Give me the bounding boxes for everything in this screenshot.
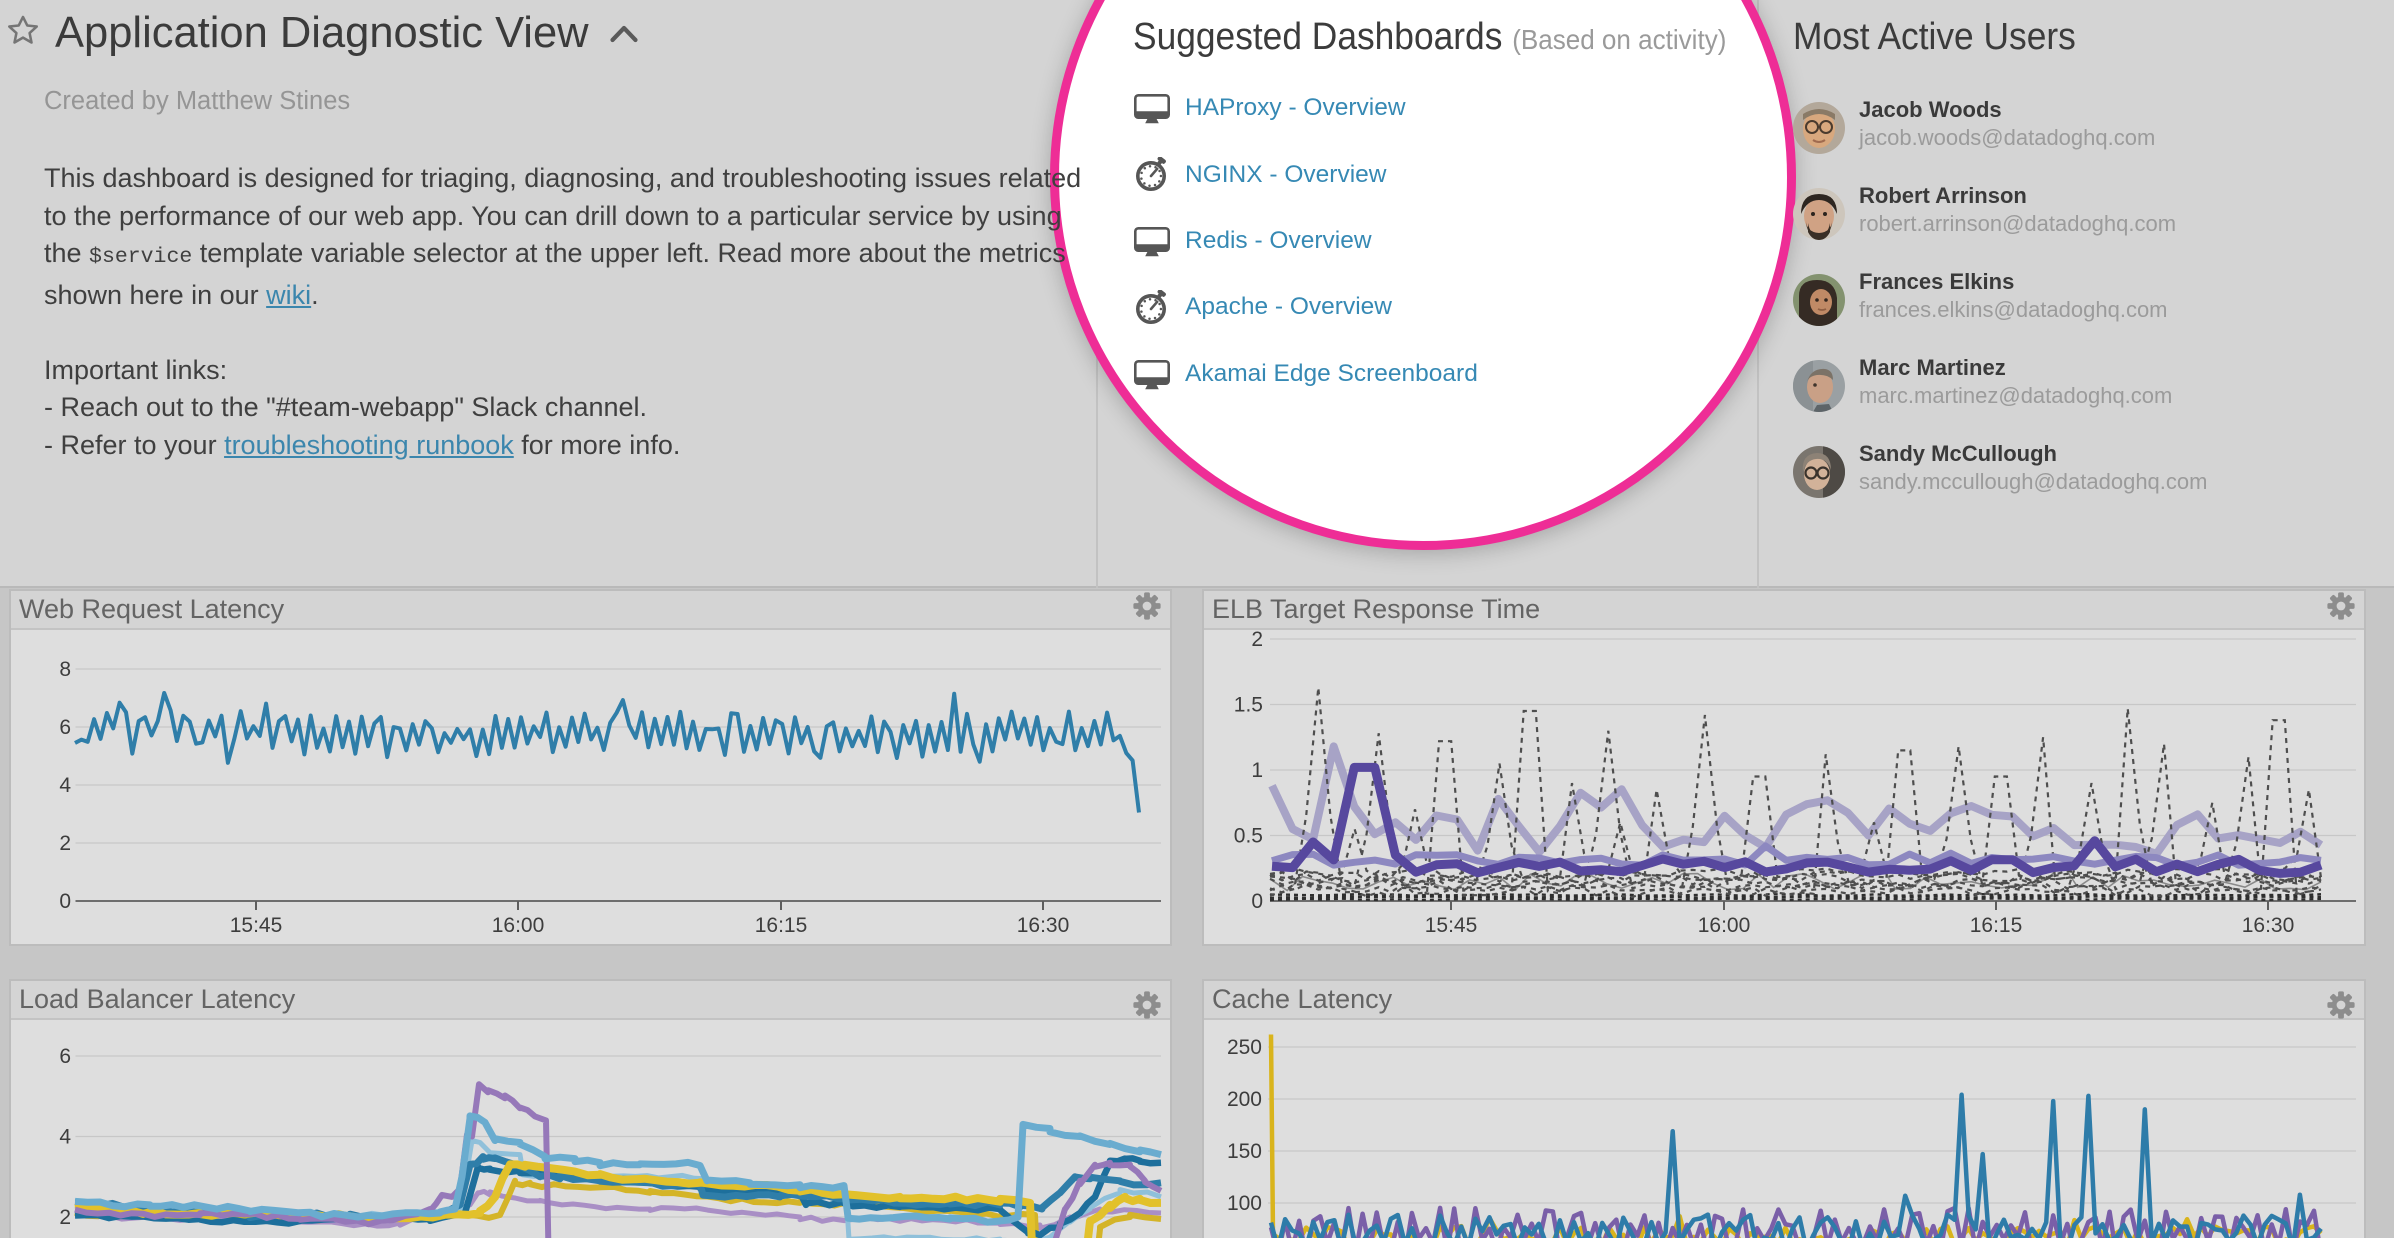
svg-text:200: 200	[1227, 1088, 1262, 1111]
svg-text:6: 6	[59, 1045, 71, 1068]
svg-text:1.5: 1.5	[1234, 694, 1263, 717]
svg-text:2: 2	[1251, 628, 1263, 651]
svg-text:15:45: 15:45	[1425, 914, 1478, 937]
svg-text:2: 2	[59, 832, 71, 855]
svg-text:8: 8	[59, 658, 71, 681]
svg-text:16:30: 16:30	[1017, 914, 1070, 937]
svg-text:4: 4	[59, 1126, 71, 1149]
svg-text:0: 0	[59, 890, 71, 913]
svg-text:4: 4	[59, 774, 71, 797]
svg-text:0.5: 0.5	[1234, 825, 1263, 848]
svg-text:16:00: 16:00	[1698, 914, 1751, 937]
svg-text:2: 2	[59, 1206, 71, 1229]
svg-text:6: 6	[59, 716, 71, 739]
svg-text:0: 0	[1251, 890, 1263, 913]
svg-text:150: 150	[1227, 1140, 1262, 1163]
svg-text:100: 100	[1227, 1192, 1262, 1215]
svg-text:16:15: 16:15	[755, 914, 808, 937]
svg-text:15:45: 15:45	[230, 914, 283, 937]
svg-text:16:30: 16:30	[2242, 914, 2295, 937]
svg-text:16:00: 16:00	[492, 914, 545, 937]
svg-text:16:15: 16:15	[1970, 914, 2023, 937]
svg-text:250: 250	[1227, 1036, 1262, 1059]
svg-text:1: 1	[1251, 759, 1263, 782]
